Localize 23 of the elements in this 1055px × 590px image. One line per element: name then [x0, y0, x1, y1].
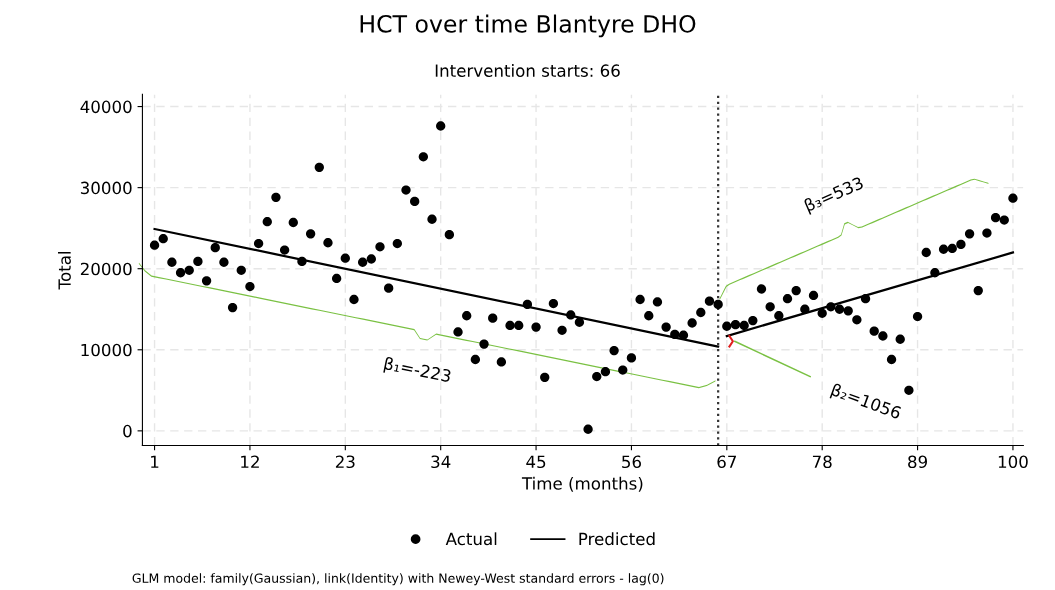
x-tick-label: 23 [335, 455, 355, 469]
y-tick-label: 20000 [80, 262, 132, 276]
chart-subtitle: Intervention starts: 66 [435, 64, 620, 77]
x-tick-label: 100 [998, 455, 1028, 469]
legend-label: Predicted [579, 532, 655, 546]
legend-label: Actual [445, 532, 497, 546]
x-tick-label: 12 [241, 455, 259, 468]
y-axis-title: Total [58, 252, 71, 290]
x-tick-label: 45 [526, 455, 546, 469]
y-tick-label: 30000 [80, 181, 132, 195]
x-tick-label: 67 [717, 455, 736, 469]
text: GLM model: family(Gaussian), link(Identity) with Newey-West standard errors - lag(0) [132, 573, 664, 586]
x-tick-label: 78 [812, 455, 832, 469]
x-tick-label: 56 [622, 455, 641, 469]
annotation: β₁=-223 [383, 356, 452, 386]
x-tick-label: 34 [431, 455, 451, 469]
x-tick-label: 89 [908, 455, 927, 469]
y-tick-label: 40000 [80, 100, 132, 114]
y-tick-label: 0 [123, 424, 132, 438]
chart-title: HCT over time Blantyre DHO [360, 14, 696, 38]
x-tick-label: 1 [151, 455, 159, 468]
y-tick-label: 10000 [81, 343, 132, 357]
x-axis-title: Time (months) [521, 476, 643, 492]
